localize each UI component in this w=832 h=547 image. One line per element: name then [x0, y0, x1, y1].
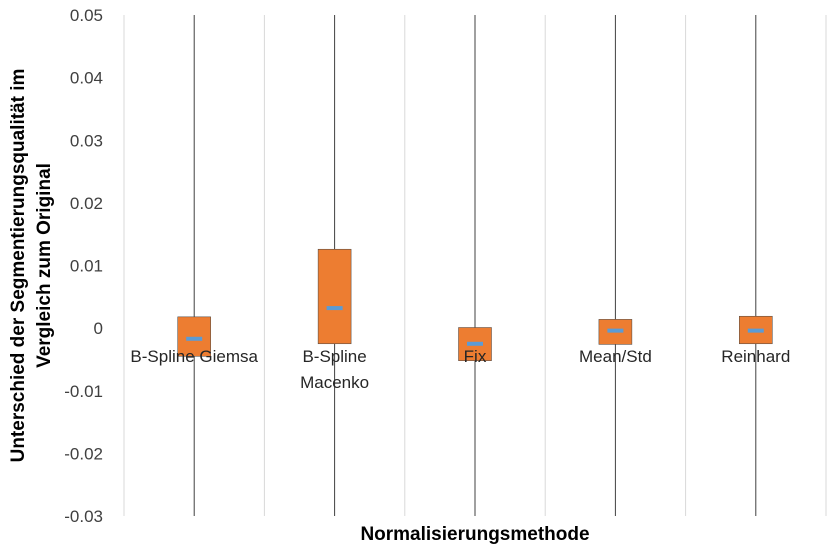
gridlines [123, 15, 827, 516]
y-axis-title: Unterschied der Segmentierungsqualität i… [8, 69, 55, 463]
box [317, 248, 352, 345]
y-tick-label: 0.05 [70, 6, 103, 25]
median-mark [747, 328, 764, 333]
median-mark [467, 341, 483, 346]
y-tick-label: 0.04 [70, 69, 103, 88]
category-label: Reinhard [721, 347, 790, 366]
category-label: Mean/Std [579, 347, 652, 366]
y-tick-label: 0.01 [70, 257, 103, 276]
y-axis-title-line: Vergleich zum Original [34, 163, 55, 368]
x-axis-title: Normalisierungsmethode [360, 524, 589, 545]
y-tick-label: 0 [94, 319, 103, 338]
median-mark [607, 328, 624, 333]
median-mark [186, 336, 203, 341]
box [177, 316, 211, 357]
y-tick-labels: 0.05 0.04 0.03 0.02 0.01 0 -0.01 -0.02 -0.03 [64, 6, 103, 526]
category-label: Fix [464, 347, 487, 366]
y-tick-label: -0.03 [64, 507, 103, 526]
median-marks [186, 306, 764, 346]
y-tick-label: -0.02 [64, 444, 103, 463]
median-mark [326, 306, 343, 311]
y-axis-title-line: Unterschied der Segmentierungsqualität i… [8, 69, 29, 463]
y-tick-label: 0.03 [70, 131, 103, 150]
whiskers [193, 15, 757, 516]
category-label: B-Spline Giemsa [130, 347, 258, 366]
y-tick-label: 0.02 [70, 194, 103, 213]
category-labels: B-Spline Giemsa B-Spline Macenko Fix Mean/St… [130, 347, 790, 392]
category-label: B-Spline [302, 347, 366, 366]
category-label: Macenko [300, 373, 369, 392]
y-tick-label: -0.01 [64, 382, 103, 401]
boxes [177, 248, 773, 361]
